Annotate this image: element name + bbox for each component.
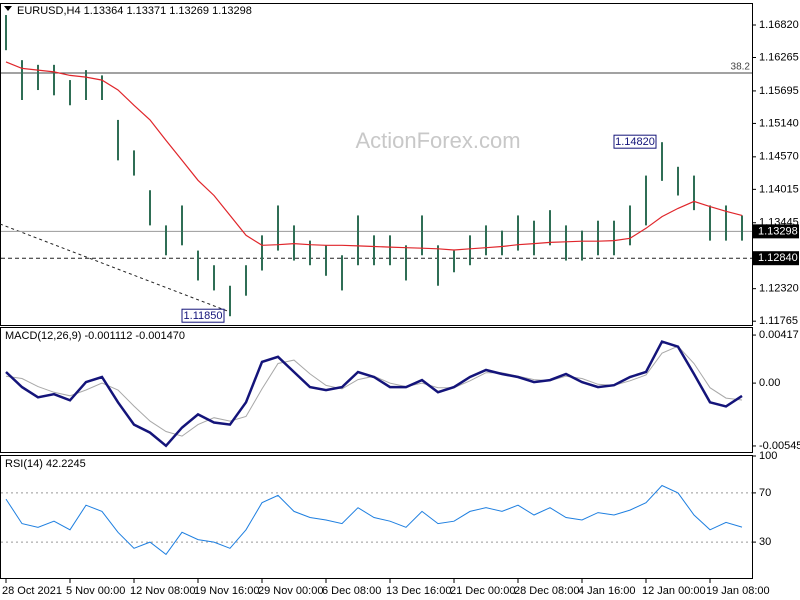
annotation-label: 1.14820 (615, 136, 655, 148)
x-tick-label: 29 Nov 00:00 (258, 585, 323, 597)
x-tick-label: 12 Nov 08:00 (130, 585, 195, 597)
annotation-label: 1.11850 (184, 310, 223, 322)
macd-panel (0, 327, 753, 453)
y-tick-label: 1.14570 (759, 151, 799, 163)
y-tick-label: 30 (759, 536, 771, 548)
price-label: 1.12840 (758, 252, 798, 264)
y-tick-label: 1.11765 (759, 315, 798, 327)
y-tick-label: 1.16265 (759, 51, 799, 63)
y-tick-label: 1.14015 (759, 183, 799, 195)
x-tick-label: 4 Jan 16:00 (578, 585, 636, 597)
price-title: EURUSD,H4 1.13364 1.13371 1.13269 1.1329… (17, 5, 252, 17)
watermark: ActionForex.com (355, 128, 520, 153)
menu-arrow (4, 6, 12, 11)
x-tick-label: 28 Dec 08:00 (514, 585, 579, 597)
y-tick-label: -0.005456 (759, 440, 800, 452)
y-tick-label: 1.15695 (759, 85, 799, 97)
x-tick-label: 19 Nov 16:00 (194, 585, 259, 597)
rsi-line (5, 484, 743, 556)
y-tick-label: 70 (759, 487, 771, 499)
y-tick-label: 1.16820 (759, 19, 799, 31)
y-tick-label: 0.00 (759, 377, 780, 389)
y-tick-label: 1.12320 (759, 283, 799, 295)
annotation-box (181, 308, 225, 323)
x-tick-label: 12 Jan 00:00 (642, 585, 706, 597)
x-tick-label: 13 Dec 16:00 (386, 585, 451, 597)
x-tick-label: 21 Dec 00:00 (450, 585, 515, 597)
y-tick-label: 1.15140 (759, 117, 799, 129)
y-tick-label: 0.00417 (759, 329, 799, 341)
x-tick-label: 5 Nov 00:00 (66, 585, 125, 597)
macd-line (5, 340, 743, 448)
annotation-box (613, 134, 657, 149)
price-label-box (752, 251, 799, 266)
x-tick-label: 6 Dec 08:00 (322, 585, 381, 597)
x-tick-label: 28 Oct 2021 (2, 585, 62, 597)
macd-title: MACD(12,26,9) -0.001112 -0.001470 (5, 330, 185, 342)
price-panel (0, 3, 753, 326)
trend-line (0, 223, 231, 313)
rsi-panel (0, 455, 753, 579)
fib-label: 38.2 (731, 62, 751, 73)
y-tick-label: 100 (759, 450, 777, 462)
rsi-title: RSI(14) 42.2245 (5, 458, 86, 470)
price-label-box (752, 224, 799, 239)
x-tick-label: 19 Jan 08:00 (706, 585, 770, 597)
price-label: 1.13298 (758, 225, 798, 237)
moving-average (5, 61, 743, 251)
